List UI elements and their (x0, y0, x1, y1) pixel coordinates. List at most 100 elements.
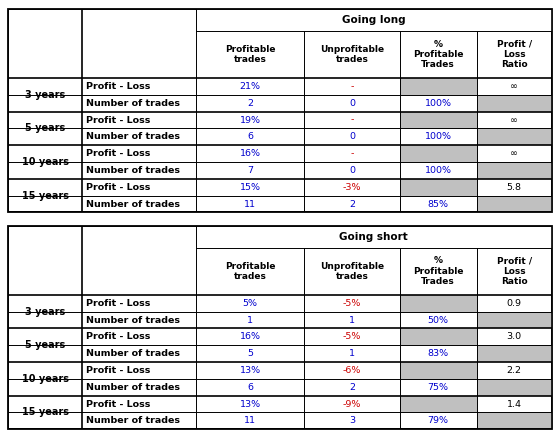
Text: Number of trades: Number of trades (86, 200, 180, 208)
Bar (477, 128, 552, 145)
Text: 0: 0 (349, 99, 355, 108)
Text: -3%: -3% (343, 183, 361, 192)
Text: Unprofitable
trades: Unprofitable trades (320, 261, 384, 281)
Bar (477, 345, 552, 362)
Text: Number of trades: Number of trades (86, 315, 180, 325)
Text: 1: 1 (349, 315, 355, 325)
Text: 16%: 16% (240, 149, 260, 158)
Text: ∞: ∞ (510, 149, 518, 158)
Text: 100%: 100% (424, 166, 451, 175)
Text: Profit - Loss: Profit - Loss (86, 366, 151, 375)
Text: 11: 11 (244, 200, 256, 208)
Text: Profit - Loss: Profit - Loss (86, 399, 151, 409)
Text: 85%: 85% (428, 200, 449, 208)
Bar (196, 226, 552, 248)
Text: -5%: -5% (343, 299, 361, 308)
Text: 13%: 13% (240, 399, 261, 409)
Bar (477, 196, 552, 212)
Bar (399, 396, 477, 413)
Text: 2: 2 (349, 200, 355, 208)
Text: 3.0: 3.0 (507, 332, 522, 341)
Text: 2: 2 (349, 383, 355, 392)
Text: 10 years: 10 years (22, 157, 68, 167)
Text: 0: 0 (349, 166, 355, 175)
Text: Number of trades: Number of trades (86, 383, 180, 392)
Bar (477, 95, 552, 112)
Bar (399, 179, 477, 196)
Text: 5: 5 (247, 349, 253, 358)
Text: 2.2: 2.2 (507, 366, 521, 375)
Bar (399, 78, 477, 95)
Text: 10 years: 10 years (22, 374, 68, 384)
Bar (399, 328, 477, 345)
Text: 1: 1 (349, 349, 355, 358)
Text: 6: 6 (247, 132, 253, 141)
Text: 7: 7 (247, 166, 253, 175)
Text: 100%: 100% (424, 132, 451, 141)
Bar (399, 112, 477, 128)
Text: Profit - Loss: Profit - Loss (86, 116, 151, 124)
Text: ∞: ∞ (510, 116, 518, 124)
Text: 0.9: 0.9 (507, 299, 521, 308)
Text: 75%: 75% (428, 383, 449, 392)
Text: 3 years: 3 years (25, 307, 65, 317)
Text: Profit - Loss: Profit - Loss (86, 82, 151, 91)
Text: %
Profitable
Trades: % Profitable Trades (413, 257, 463, 286)
Text: Number of trades: Number of trades (86, 417, 180, 425)
Text: -: - (351, 82, 354, 91)
Text: 5 years: 5 years (25, 340, 65, 350)
Text: 19%: 19% (240, 116, 260, 124)
Text: 1.4: 1.4 (507, 399, 521, 409)
Text: 5%: 5% (242, 299, 258, 308)
Text: 100%: 100% (424, 99, 451, 108)
Text: Profit /
Loss
Ratio: Profit / Loss Ratio (497, 257, 531, 286)
Text: 3: 3 (349, 417, 355, 425)
Text: Profit - Loss: Profit - Loss (86, 149, 151, 158)
Text: -6%: -6% (343, 366, 361, 375)
Text: Profitable
trades: Profitable trades (225, 261, 276, 281)
Text: Profit /
Loss
Ratio: Profit / Loss Ratio (497, 40, 531, 70)
Text: Number of trades: Number of trades (86, 349, 180, 358)
Bar (196, 9, 552, 31)
Text: 15 years: 15 years (22, 191, 68, 201)
Text: 15 years: 15 years (22, 407, 68, 417)
Bar (477, 311, 552, 328)
Text: 3 years: 3 years (25, 90, 65, 100)
Text: 16%: 16% (240, 332, 260, 341)
Text: ∞: ∞ (510, 82, 518, 91)
Text: 13%: 13% (240, 366, 261, 375)
Text: 15%: 15% (240, 183, 260, 192)
Text: 11: 11 (244, 417, 256, 425)
Text: 2: 2 (247, 99, 253, 108)
Text: 5 years: 5 years (25, 124, 65, 134)
Text: Profitable
trades: Profitable trades (225, 45, 276, 64)
Text: 83%: 83% (427, 349, 449, 358)
Bar (477, 379, 552, 396)
Text: Going short: Going short (339, 232, 408, 242)
Text: -: - (351, 149, 354, 158)
Bar (399, 362, 477, 379)
Text: Going long: Going long (342, 15, 405, 25)
Text: Unprofitable
trades: Unprofitable trades (320, 45, 384, 64)
Text: 0: 0 (349, 132, 355, 141)
Bar (399, 295, 477, 311)
Bar (477, 413, 552, 429)
Bar (399, 145, 477, 162)
Bar (477, 162, 552, 179)
Text: -9%: -9% (343, 399, 361, 409)
Text: Profit - Loss: Profit - Loss (86, 299, 151, 308)
Text: Profit - Loss: Profit - Loss (86, 332, 151, 341)
Text: Number of trades: Number of trades (86, 99, 180, 108)
Text: Number of trades: Number of trades (86, 166, 180, 175)
Text: 6: 6 (247, 383, 253, 392)
Text: -: - (351, 116, 354, 124)
Text: 1: 1 (247, 315, 253, 325)
Text: Profit - Loss: Profit - Loss (86, 183, 151, 192)
Text: -5%: -5% (343, 332, 361, 341)
Text: 5.8: 5.8 (507, 183, 521, 192)
Text: %
Profitable
Trades: % Profitable Trades (413, 40, 463, 70)
Text: 50%: 50% (428, 315, 449, 325)
Text: Number of trades: Number of trades (86, 132, 180, 141)
Text: 79%: 79% (428, 417, 449, 425)
Text: 21%: 21% (240, 82, 260, 91)
